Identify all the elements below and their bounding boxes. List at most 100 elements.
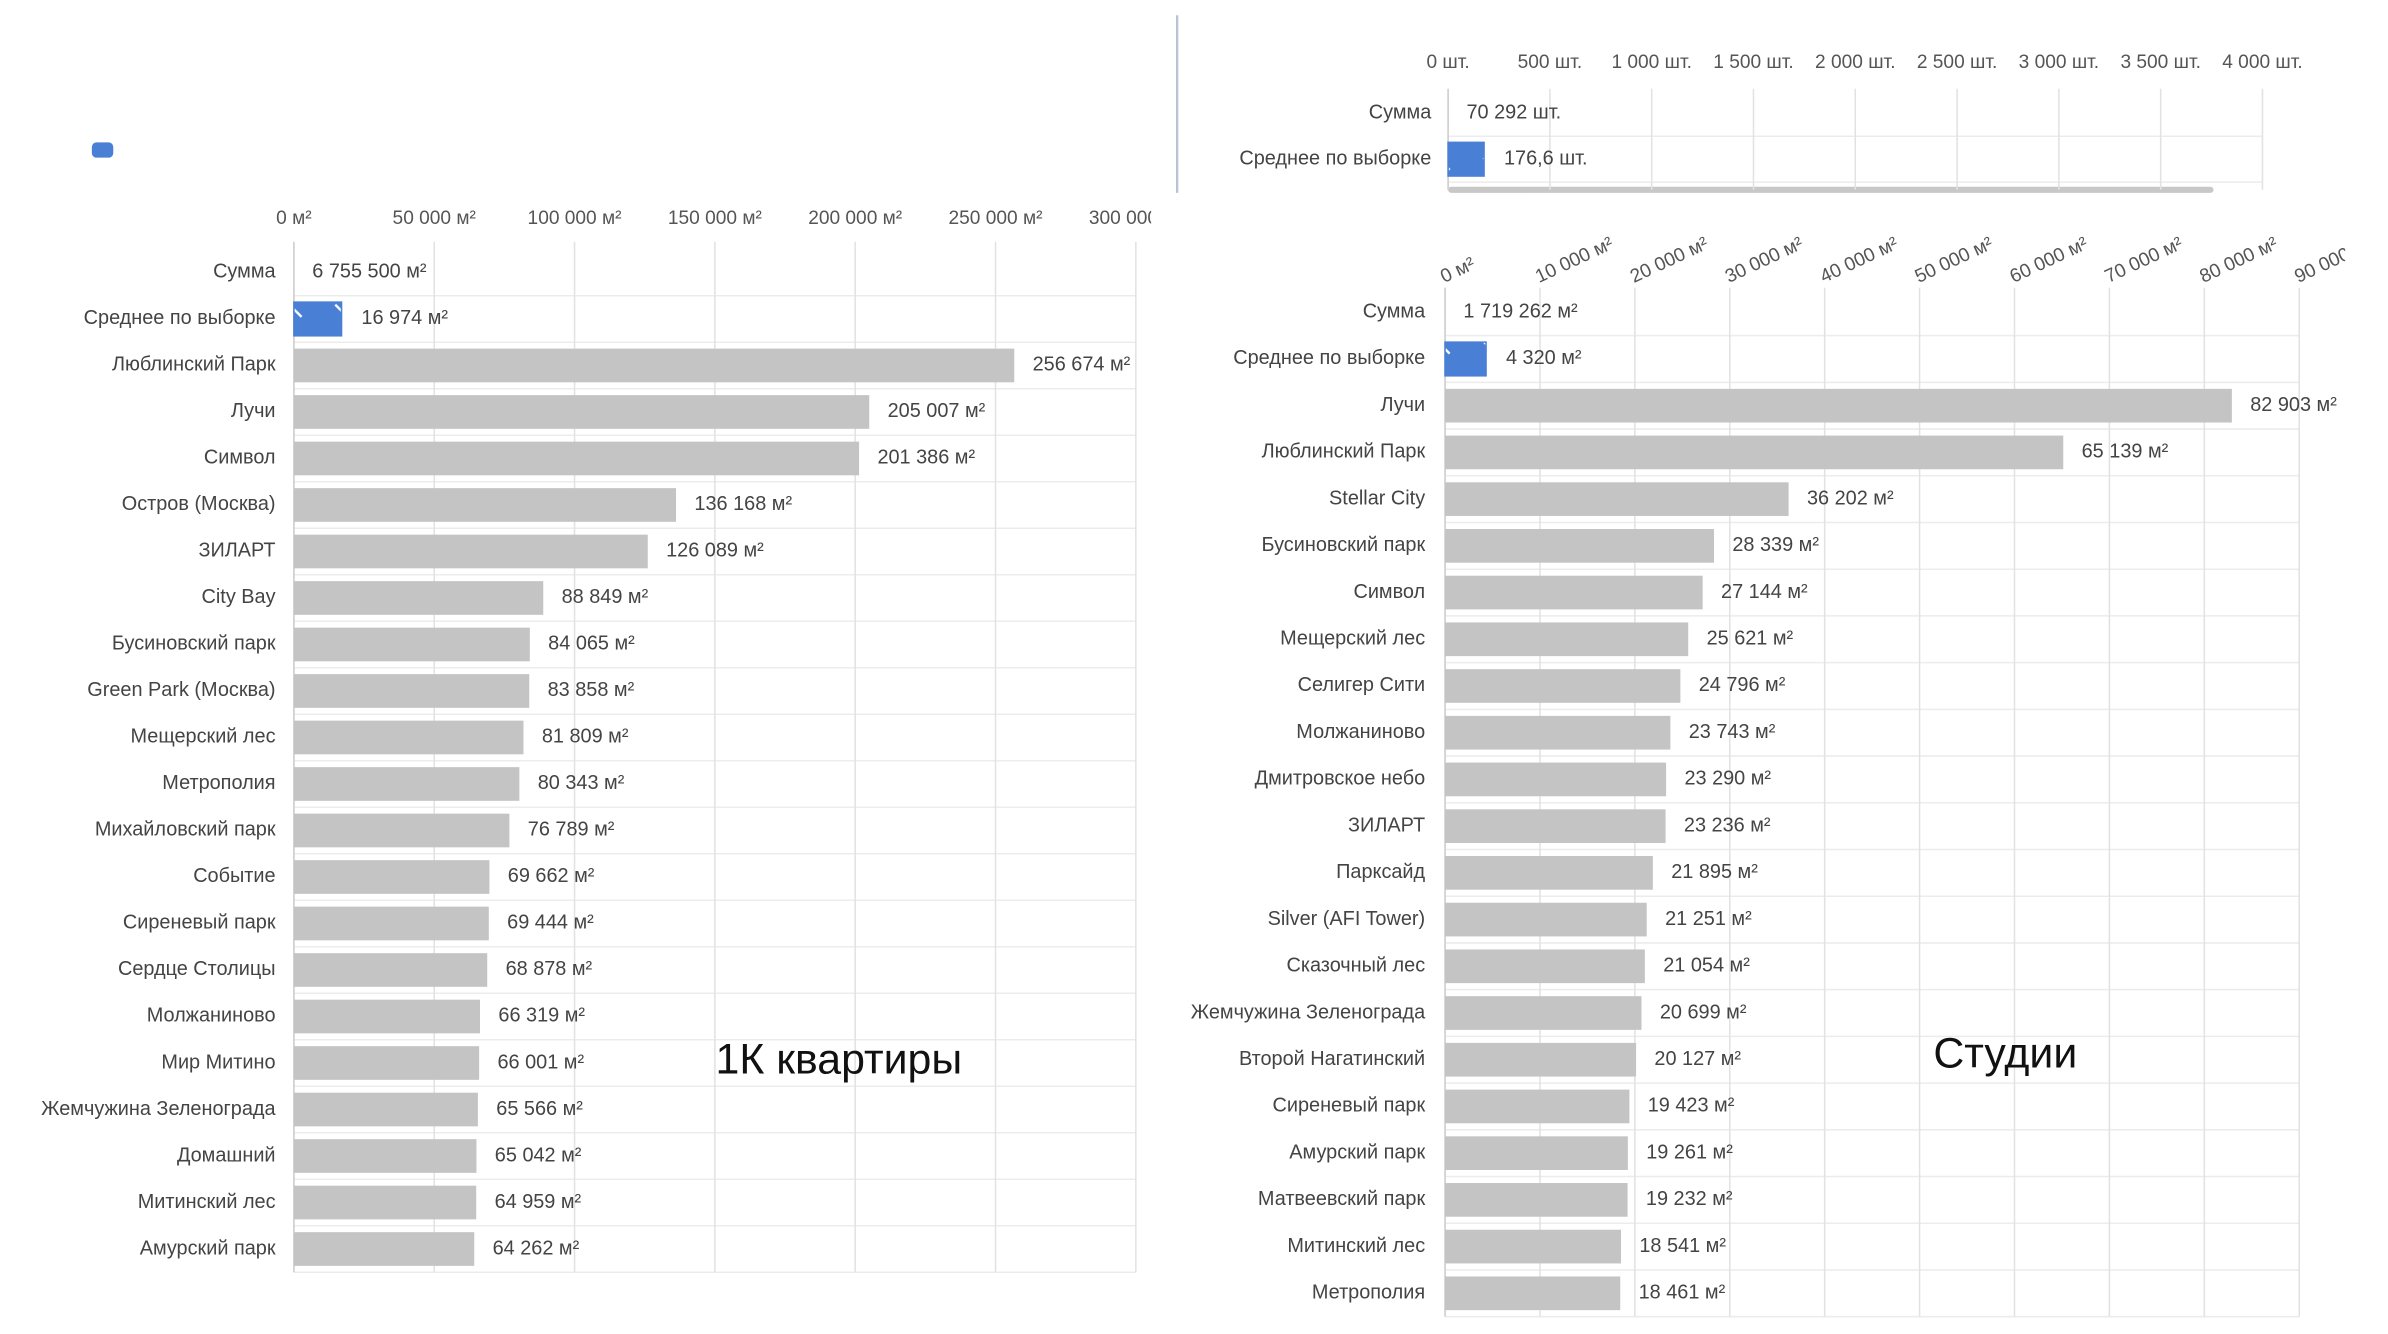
row-label: Сказочный лес [1286,955,1425,977]
value-label: 36 202 м² [1807,487,1894,509]
x-tick-label: 10 000 м² [1532,233,1616,287]
value-label: 24 796 м² [1699,674,1786,696]
value-label: 23 743 м² [1689,721,1776,743]
row-label: Люблинский Парк [112,354,276,376]
x-tick-label: 0 м² [1437,254,1478,288]
x-tick-label: 100 000 м² [528,208,622,229]
bar [1445,1089,1630,1124]
x-tick-label: 3 000 шт. [2019,52,2099,73]
bar [1445,622,1689,657]
value-label: 84 065 м² [548,633,635,655]
row-label: Селигер Сити [1298,674,1426,696]
bar [293,1185,477,1220]
row-label: Сумма [1369,102,1432,124]
average-bar [293,301,343,337]
row-label: Амурский парк [1289,1141,1425,1163]
row-label: Stellar City [1329,487,1425,509]
value-label: 76 789 м² [528,819,615,841]
row-label: Парксайд [1336,861,1425,883]
bar [1445,996,1642,1030]
bar [293,395,870,429]
value-label: 18 461 м² [1639,1282,1726,1304]
x-tick-label: 300 000 м² [1089,208,1183,229]
value-label: 256 674 м² [1033,354,1131,376]
legend-checkbox [91,142,114,158]
bar [293,348,1015,383]
row-label: Событие [193,865,275,887]
bar [293,860,490,894]
row-label: Люблинский Парк [1262,441,1426,463]
value-label: 82 903 м² [2250,394,2337,416]
x-tick-label: 20 000 м² [1627,233,1711,287]
value-label: 21 054 м² [1663,955,1750,977]
row-label: Метрополия [1312,1282,1425,1304]
x-tick-label: 150 000 м² [668,208,762,229]
x-tick-label: 250 000 м² [949,208,1043,229]
row-label: Остров (Москва) [122,493,276,515]
value-label: 65 566 м² [496,1098,583,1120]
value-label: 66 319 м² [498,1005,585,1027]
x-tick-label: 1 000 шт. [1611,52,1691,73]
row-label: Лучи [231,400,276,422]
bar [293,953,488,987]
row-label: Амурский парк [140,1237,276,1259]
value-label: 81 809 м² [542,726,629,748]
bar [293,767,520,801]
bar [1445,1136,1628,1171]
bar-chart: 0 шт. 500 шт. 1 000 шт. 1 500 шт. 2 000 шт. 2… [1239,52,2303,190]
bar [1445,715,1671,750]
bar [1445,388,2232,423]
row-label: Сердце Столицы [118,958,276,980]
row-label: Домашний [177,1144,276,1166]
row-label: ЗИЛАРТ [198,540,275,562]
value-label: 201 386 м² [877,447,975,469]
row-label: Сиреневый парк [1273,1095,1426,1117]
row-label: City Bay [202,586,276,608]
bar [293,441,860,476]
x-tick-label: 60 000 м² [2007,233,2091,287]
x-tick-label: 2 000 шт. [1815,52,1895,73]
bar [1445,1183,1628,1217]
average-bar [1447,141,1485,177]
row-label: Сумма [1363,301,1426,323]
bar [293,720,524,755]
x-tick-label: 40 000 м² [1817,233,1901,287]
value-label: 68 878 м² [506,958,593,980]
value-label: 20 699 м² [1660,1001,1747,1023]
row-label: Молжаниново [1296,721,1425,743]
value-label: 4 320 м² [1506,347,1582,369]
value-label: 18 541 м² [1639,1235,1726,1257]
x-tick-label: 2 500 шт. [1917,52,1997,73]
row-label: Green Park (Москва) [87,679,275,701]
x-tick-label: 1 500 шт. [1713,52,1793,73]
value-label: 64 959 м² [495,1191,582,1213]
bar-chart: 0 м² 50 000 м² 100 000 м² 150 000 м² 200 000… [41,208,1183,1274]
x-tick-label: 50 000 м² [1912,233,1996,287]
bar [1445,1276,1621,1311]
bar [293,1139,477,1173]
value-label: 88 849 м² [562,586,649,608]
row-label: Дмитровское небо [1255,768,1426,790]
x-tick-label: 0 шт. [1426,52,1469,73]
bar [293,674,530,708]
row-label: Сиреневый парк [123,912,276,934]
value-label: 19 261 м² [1646,1141,1733,1163]
bar [1445,529,1715,563]
bar [1445,1229,1622,1264]
row-label: Символ [1353,581,1425,603]
value-label: 80 343 м² [538,772,625,794]
value-label: 136 168 м² [694,493,792,515]
value-label: 65 042 м² [495,1144,582,1166]
value-label: 20 127 м² [1654,1048,1741,1070]
value-label: 28 339 м² [1732,534,1819,556]
x-tick-label: 3 500 шт. [2120,52,2200,73]
row-label: Митинский лес [1287,1235,1425,1257]
value-label: 21 895 м² [1671,861,1758,883]
bar [1445,856,1653,890]
row-label: Silver (AFI Tower) [1268,908,1426,930]
bar [293,1232,475,1266]
row-label: Второй Нагатинский [1239,1048,1425,1070]
row-label: Сумма [213,261,276,283]
